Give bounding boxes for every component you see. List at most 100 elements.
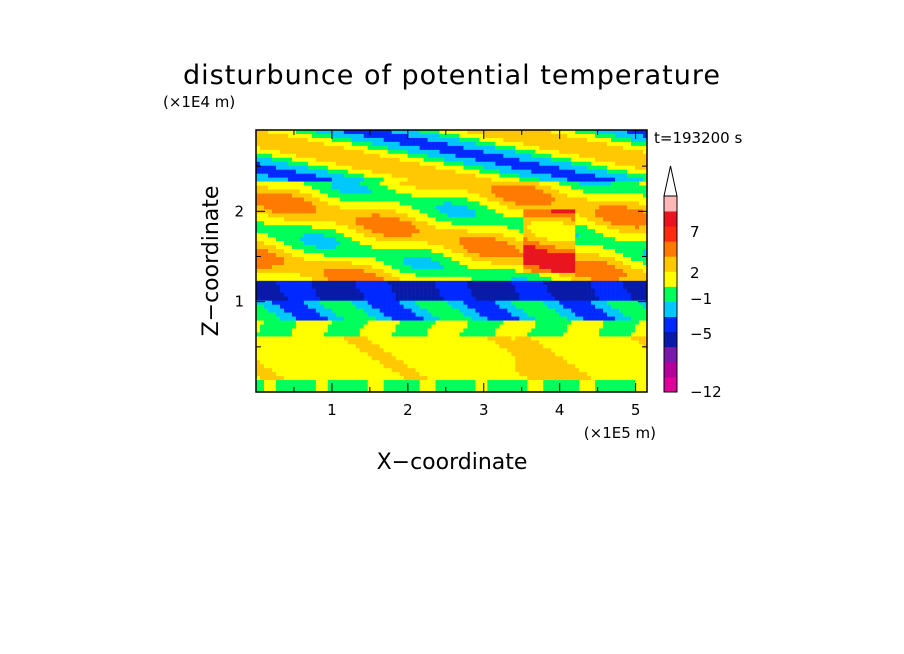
heatmap-cell: [563, 261, 568, 266]
heatmap-cell: [451, 284, 456, 290]
heatmap-cell: [447, 201, 452, 206]
heatmap-cell: [295, 173, 301, 178]
heatmap-cell: [611, 205, 616, 210]
heatmap-cell: [263, 169, 269, 174]
heatmap-cell: [295, 312, 301, 317]
heatmap-cell: [607, 189, 612, 194]
heatmap-cell: [463, 241, 468, 246]
heatmap-cell: [619, 169, 624, 174]
heatmap-cell: [631, 133, 636, 139]
heatmap-cell: [347, 229, 353, 234]
heatmap-cell: [423, 177, 428, 182]
heatmap-cell: [447, 304, 452, 309]
heatmap-cell: [363, 177, 369, 182]
heatmap-cell: [519, 209, 524, 214]
heatmap-cell: [503, 225, 508, 230]
heatmap-cell: [531, 141, 536, 147]
heatmap-cell: [411, 229, 416, 234]
heatmap-cell: [543, 280, 548, 286]
heatmap-cell: [571, 320, 576, 325]
heatmap-cell: [471, 304, 476, 309]
heatmap-cell: [327, 149, 333, 155]
heatmap-cell: [463, 292, 468, 298]
heatmap-cell: [335, 229, 341, 234]
heatmap-cell: [619, 276, 624, 282]
heatmap-cell: [567, 249, 572, 254]
heatmap-cell: [379, 209, 384, 214]
heatmap-cell: [423, 201, 428, 206]
heatmap-cell: [371, 193, 376, 198]
heatmap-cell: [351, 141, 357, 147]
heatmap-cell: [355, 284, 361, 290]
heatmap-cell: [331, 205, 337, 210]
heatmap-cell: [491, 300, 496, 305]
heatmap-cell: [331, 161, 337, 167]
heatmap-cell: [599, 197, 604, 202]
heatmap-cell: [527, 257, 532, 262]
heatmap-cell: [271, 133, 277, 139]
heatmap-cell: [559, 173, 564, 178]
heatmap-cell: [395, 312, 400, 317]
heatmap-cell: [455, 197, 460, 202]
heatmap-cell: [395, 272, 400, 278]
heatmap-cell: [423, 288, 428, 294]
heatmap-cell: [455, 201, 460, 206]
heatmap-cell: [467, 320, 472, 325]
heatmap-cell: [459, 245, 464, 250]
heatmap-cell: [327, 213, 333, 218]
heatmap-cell: [471, 276, 476, 282]
heatmap-cell: [443, 249, 448, 254]
heatmap-cell: [495, 245, 500, 250]
heatmap-cell: [611, 324, 616, 329]
heatmap-cell: [483, 257, 488, 262]
heatmap-cell: [643, 173, 647, 178]
heatmap-cell: [315, 292, 321, 298]
heatmap-cell: [395, 157, 400, 163]
heatmap-cell: [395, 288, 400, 294]
heatmap-cell: [527, 288, 532, 294]
heatmap-cell: [491, 241, 496, 246]
heatmap-cell: [275, 312, 281, 317]
heatmap-cell: [279, 249, 285, 254]
heatmap-cell: [311, 209, 317, 214]
heatmap-cell: [263, 173, 269, 178]
heatmap-cell: [611, 253, 616, 258]
heatmap-cell: [515, 304, 520, 309]
heatmap-cell: [447, 181, 452, 186]
heatmap-cell: [531, 308, 536, 313]
heatmap-cell: [567, 189, 572, 194]
heatmap-cell: [607, 209, 612, 214]
heatmap-cell: [295, 177, 301, 182]
heatmap-cell: [587, 213, 592, 218]
heatmap-cell: [643, 205, 647, 210]
heatmap-cell: [347, 304, 353, 309]
heatmap-cell: [323, 157, 329, 163]
heatmap-cell: [387, 328, 392, 333]
heatmap-cell: [323, 201, 329, 206]
heatmap-cell: [323, 213, 329, 218]
heatmap-cell: [639, 268, 644, 274]
heatmap-cell: [335, 185, 341, 190]
heatmap-cell: [523, 157, 528, 163]
heatmap-cell: [499, 245, 504, 250]
heatmap-cell: [256, 253, 261, 258]
heatmap-cell: [435, 225, 440, 230]
heatmap-cell: [256, 261, 261, 266]
heatmap-cell: [455, 245, 460, 250]
heatmap-cell: [259, 173, 265, 178]
heatmap-cell: [551, 272, 556, 278]
heatmap-cell: [463, 312, 468, 317]
heatmap-cell: [359, 233, 365, 238]
heatmap-cell: [575, 229, 580, 234]
heatmap-cell: [543, 308, 548, 313]
heatmap-cell: [587, 130, 592, 135]
heatmap-cell: [635, 320, 640, 325]
heatmap-cell: [595, 181, 600, 186]
heatmap-cell: [411, 284, 416, 290]
heatmap-cell: [363, 237, 369, 242]
heatmap-cell: [431, 157, 436, 163]
heatmap-cell: [256, 213, 261, 218]
heatmap-cell: [391, 276, 396, 282]
heatmap-cell: [615, 193, 620, 198]
heatmap-cell: [451, 264, 456, 270]
